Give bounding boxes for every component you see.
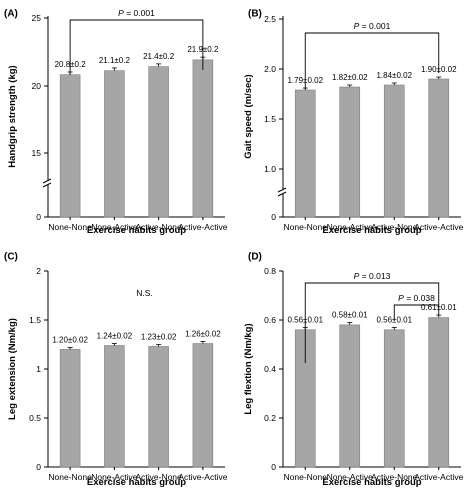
x-tick-label: Active-None: [371, 222, 418, 232]
significance-bracket: [393, 304, 440, 321]
x-tick-label: Active-Active: [178, 222, 227, 232]
y-tick-label: 0.6: [264, 315, 276, 325]
y-tick-label: 25: [32, 13, 42, 23]
bar: [59, 74, 81, 218]
significance-bracket: [69, 19, 204, 75]
y-tick-label: 0: [36, 212, 41, 222]
x-tick-label: Active-Active: [178, 472, 227, 482]
y-tick-label: 2: [36, 266, 41, 276]
x-axis-label: Exercise habits group: [87, 225, 186, 236]
y-tick-label: 0: [36, 462, 41, 472]
data-label: 1.84±0.02: [376, 71, 412, 80]
bar: [383, 84, 405, 218]
significance-label: P = 0.001: [118, 8, 155, 18]
data-label: 0.58±0.01: [332, 310, 368, 319]
bar: [192, 343, 214, 468]
y-axis-label: Leg extension (Nm/kg): [7, 318, 18, 420]
data-label: 1.24±0.02: [97, 332, 133, 341]
x-tick-label: None-Active: [327, 222, 374, 232]
axis-break-mark: [277, 191, 287, 197]
x-tick-label: Active-Active: [414, 472, 463, 482]
y-tick-label: 2.0: [264, 64, 276, 74]
y-axis-label: Leg flextion (Nm/kg): [243, 323, 254, 414]
y-tick-label: 0: [271, 462, 276, 472]
data-label: 1.26±0.02: [185, 330, 221, 339]
chart-panel-2: (B)01.01.52.02.51.79±0.02None-None1.82±0…: [243, 8, 464, 236]
chart-panel-3: (C) 0 0.5 1 1.5 2 1.20±0.02 None-None 1.24±0.02 N…: [4, 251, 228, 488]
y-tick-label: 0.8: [264, 266, 276, 276]
chart-panel-4: (D)00.20.40.60.80.56±0.01None-None0.58±0…: [243, 251, 464, 488]
bar: [428, 78, 450, 218]
significance-bracket: [304, 282, 440, 363]
y-tick-label: 0.4: [264, 364, 276, 374]
axis-break-mark: [42, 182, 52, 188]
significance-bracket: [304, 32, 440, 89]
bar: [104, 345, 125, 468]
y-tick-label: 20: [32, 81, 42, 91]
x-tick-label: None-Active: [91, 222, 138, 232]
bar: [192, 59, 214, 218]
x-tick-label: Active-Active: [414, 222, 463, 232]
bar: [339, 324, 361, 468]
bar: [148, 346, 169, 468]
bar: [59, 349, 81, 468]
significance-label: P = 0.038: [398, 293, 435, 303]
x-axis-label: Exercise habits group: [322, 477, 421, 488]
y-tick-label: 1.5: [264, 114, 276, 124]
bar: [294, 89, 316, 218]
data-label: 21.1±0.2: [99, 56, 131, 65]
x-tick-label: Active-None: [135, 222, 182, 232]
axis-break-mark: [42, 178, 52, 184]
y-axis-label: Gait speed (m/sec): [243, 74, 254, 158]
x-tick-label: Active-None: [371, 472, 418, 482]
x-tick-label: None-None: [48, 222, 92, 232]
bar: [428, 317, 450, 468]
y-axis-label: Handgrip strength (kg): [7, 65, 18, 167]
x-axis-label: Exercise habits group: [322, 225, 421, 236]
x-tick-label: None-Active: [327, 472, 374, 482]
panel-tag: (A): [4, 8, 18, 19]
bar: [148, 66, 169, 218]
axis-break-gap: [43, 180, 53, 185]
axis-break-mark: [277, 187, 287, 193]
bar: [104, 70, 125, 218]
y-tick-label: 2.5: [264, 14, 276, 24]
data-label: 1.23±0.02: [141, 333, 177, 342]
x-axis-label: Exercise habits group: [87, 477, 186, 488]
bar: [339, 86, 361, 218]
annotation-ns: N.S.: [136, 288, 153, 298]
x-tick-label: None-None: [284, 472, 328, 482]
chart-panel-1: (A)015202520.8±0.2None-None21.1±0.2None-…: [4, 8, 228, 236]
x-tick-label: None-None: [284, 222, 328, 232]
y-tick-label: 0: [271, 212, 276, 222]
x-tick-label: None-Active: [91, 472, 138, 482]
bar: [383, 329, 405, 468]
data-label: 21.4±0.2: [143, 52, 175, 61]
significance-label: P = 0.013: [354, 271, 391, 281]
axis-break-gap: [278, 189, 288, 194]
x-tick-label: Active-None: [135, 472, 182, 482]
significance-label: P = 0.001: [354, 21, 391, 31]
y-tick-label: 0.2: [264, 413, 276, 423]
y-tick-label: 1.5: [29, 315, 41, 325]
data-label: 1.82±0.02: [332, 73, 368, 82]
panel-tag: (B): [248, 8, 262, 19]
x-tick-label: None-None: [48, 472, 92, 482]
y-tick-label: 1: [36, 364, 41, 374]
data-label: 1.20±0.02: [52, 335, 88, 344]
y-tick-label: 0.5: [29, 413, 41, 423]
panel-tag: (D): [248, 251, 262, 262]
y-tick-label: 1.0: [264, 164, 276, 174]
panel-tag: (C): [4, 251, 18, 262]
y-tick-label: 15: [32, 148, 42, 158]
